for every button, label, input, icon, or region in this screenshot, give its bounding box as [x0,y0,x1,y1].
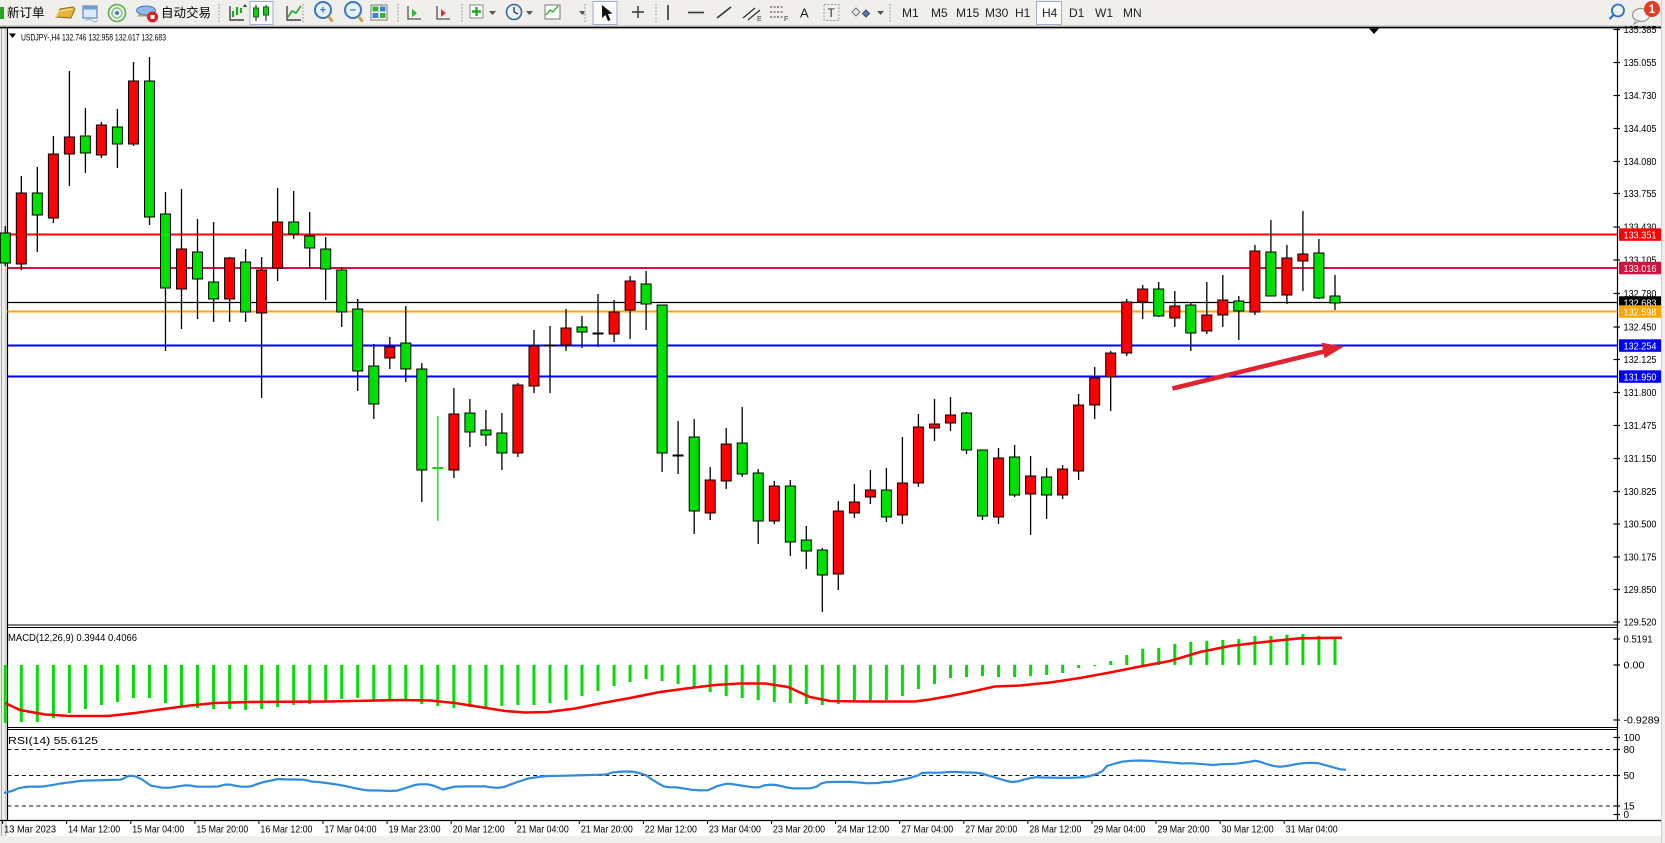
svg-text:133.351: 133.351 [1624,231,1657,242]
svg-text:21 Mar 20:00: 21 Mar 20:00 [581,825,633,836]
svg-text:E: E [757,16,762,23]
svg-text:T: T [828,6,836,20]
svg-text:0: 0 [1624,810,1630,821]
svg-text:−: − [350,5,356,17]
svg-text:129.850: 129.850 [1624,585,1657,596]
svg-text:131.950: 131.950 [1624,373,1657,384]
svg-text:24 Mar 12:00: 24 Mar 12:00 [837,825,889,836]
svg-text:F: F [784,16,788,23]
svg-text:15: 15 [1624,802,1636,813]
svg-text:133.755: 133.755 [1624,189,1657,200]
svg-text:133.105: 133.105 [1624,256,1657,267]
svg-text:132.125: 132.125 [1624,355,1657,366]
svg-text:M30: M30 [985,6,1009,20]
svg-text:132.598: 132.598 [1624,308,1657,319]
svg-text:134.730: 134.730 [1624,91,1657,102]
svg-text:131.475: 131.475 [1624,421,1657,432]
svg-text:31 Mar 04:00: 31 Mar 04:00 [1286,825,1338,836]
svg-text:23 Mar 20:00: 23 Mar 20:00 [773,825,825,836]
svg-text:D1: D1 [1069,6,1085,20]
svg-text:新订单: 新订单 [7,5,45,20]
svg-text:80: 80 [1624,745,1636,756]
svg-text:27 Mar 20:00: 27 Mar 20:00 [965,825,1017,836]
svg-text:A: A [800,6,809,21]
svg-text:M15: M15 [956,6,980,20]
svg-text:132.683: 132.683 [1624,299,1657,310]
svg-text:132.254: 132.254 [1624,342,1657,353]
svg-text:29 Mar 04:00: 29 Mar 04:00 [1093,825,1145,836]
svg-text:23 Mar 04:00: 23 Mar 04:00 [709,825,761,836]
svg-text:19 Mar 23:00: 19 Mar 23:00 [389,825,441,836]
svg-text:自动交易: 自动交易 [161,5,211,20]
svg-text:100: 100 [1624,733,1641,744]
svg-text:130.175: 130.175 [1624,553,1657,564]
svg-text:RSI(14) 55.6125: RSI(14) 55.6125 [8,736,99,747]
svg-text:20 Mar 12:00: 20 Mar 12:00 [453,825,505,836]
svg-text:133.430: 133.430 [1624,223,1657,234]
svg-text:22 Mar 12:00: 22 Mar 12:00 [645,825,697,836]
svg-text:27 Mar 04:00: 27 Mar 04:00 [901,825,953,836]
svg-text:0.5191: 0.5191 [1624,635,1653,646]
svg-text:133.016: 133.016 [1624,264,1657,275]
svg-text:0.00: 0.00 [1624,661,1645,672]
svg-text:1: 1 [1649,4,1656,16]
svg-text:131.150: 131.150 [1624,454,1657,465]
svg-text:21 Mar 04:00: 21 Mar 04:00 [517,825,569,836]
svg-text:132.780: 132.780 [1624,289,1657,300]
svg-text:130.500: 130.500 [1624,520,1657,531]
svg-text:-0.9289: -0.9289 [1624,716,1660,727]
svg-text:M1: M1 [902,6,919,20]
svg-text:15 Mar 20:00: 15 Mar 20:00 [196,825,248,836]
svg-text:132.450: 132.450 [1624,323,1657,334]
svg-text:14 Mar 12:00: 14 Mar 12:00 [68,825,120,836]
svg-text:17 Mar 04:00: 17 Mar 04:00 [325,825,377,836]
svg-text:MN: MN [1123,6,1142,20]
svg-text:29 Mar 20:00: 29 Mar 20:00 [1158,825,1210,836]
svg-text:+: + [320,5,326,17]
svg-text:134.405: 134.405 [1624,124,1657,135]
svg-text:129.520: 129.520 [1624,618,1657,629]
svg-text:13 Mar 2023: 13 Mar 2023 [4,825,56,836]
svg-text:M5: M5 [931,6,948,20]
svg-text:28 Mar 12:00: 28 Mar 12:00 [1029,825,1081,836]
svg-text:MACD(12,26,9) 0.3944 0.4066: MACD(12,26,9) 0.3944 0.4066 [8,633,137,644]
svg-text:16 Mar 12:00: 16 Mar 12:00 [260,825,312,836]
svg-text:30 Mar 12:00: 30 Mar 12:00 [1222,825,1274,836]
svg-text:H4: H4 [1042,6,1058,20]
svg-text:135.385: 135.385 [1624,25,1657,36]
svg-text:15 Mar 04:00: 15 Mar 04:00 [132,825,184,836]
svg-text:135.055: 135.055 [1624,58,1657,69]
svg-text:USDJPY-,H4 132.746 132.958 13: USDJPY-,H4 132.746 132.958 132.617 132.6… [21,33,166,44]
svg-text:50: 50 [1624,771,1636,782]
svg-text:134.080: 134.080 [1624,157,1657,168]
svg-text:130.825: 130.825 [1624,487,1657,498]
svg-text:131.800: 131.800 [1624,388,1657,399]
svg-text:W1: W1 [1095,6,1113,20]
svg-text:H1: H1 [1015,6,1031,20]
